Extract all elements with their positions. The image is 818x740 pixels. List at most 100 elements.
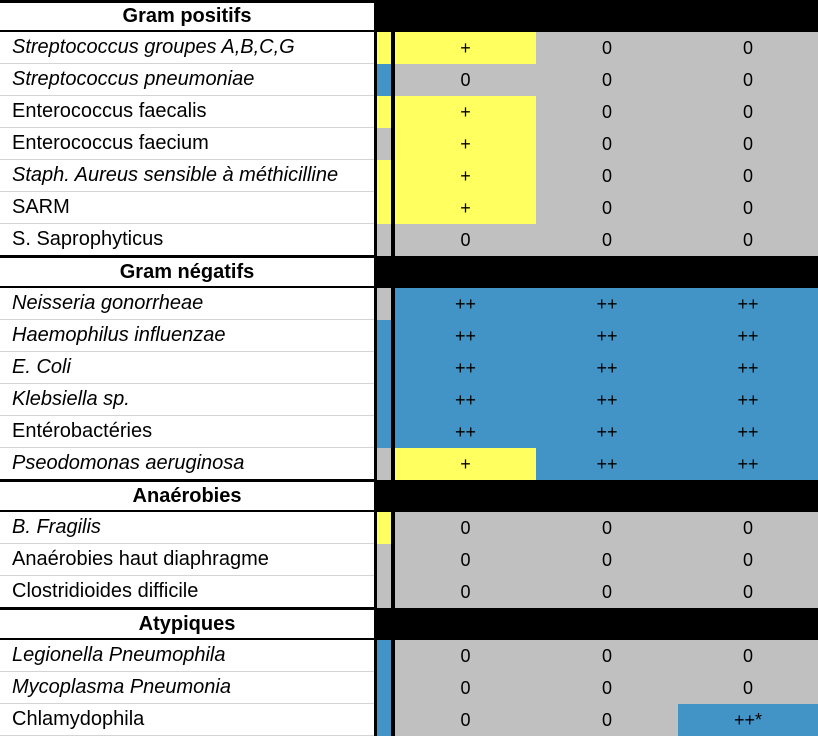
organism-label: Anaérobies haut diaphragme: [0, 544, 374, 576]
column-divider: [391, 128, 395, 160]
section-title: Gram positifs: [0, 0, 374, 32]
activity-cell: 0: [678, 32, 818, 64]
indicator-strip: [377, 160, 391, 192]
section-title: Anaérobies: [0, 480, 374, 512]
indicator-strip: [377, 640, 391, 672]
column-divider: [391, 32, 395, 64]
activity-cell: 0: [536, 512, 678, 544]
activity-cell: 0: [536, 192, 678, 224]
table-row: Chlamydophila 0 0 ++*: [0, 704, 818, 736]
section-border-bottom: [0, 286, 374, 289]
indicator-strip: [377, 32, 391, 64]
table-row: Anaérobies haut diaphragme 0 0 0: [0, 544, 818, 576]
column-divider: [391, 448, 395, 480]
organism-label: S. Saprophyticus: [0, 224, 374, 256]
column-divider: [391, 160, 395, 192]
column-divider: [374, 160, 377, 192]
indicator-strip: [377, 512, 391, 544]
section-border-top: [0, 0, 374, 3]
column-divider: [374, 224, 377, 256]
activity-cell: ++: [536, 384, 678, 416]
activity-cell: 0: [678, 640, 818, 672]
column-divider: [374, 480, 377, 512]
organism-label: B. Fragilis: [0, 512, 374, 544]
activity-cell: +: [395, 192, 536, 224]
organism-label: Clostridioides difficile: [0, 576, 374, 608]
indicator-strip: [377, 352, 391, 384]
indicator-strip: [377, 288, 391, 320]
organism-label: Entérobactéries: [0, 416, 374, 448]
table-row: Enterococcus faecium +0 0: [0, 128, 818, 160]
activity-cell: ++: [395, 288, 536, 320]
activity-cell: +: [395, 448, 536, 480]
section-header-row: Atypiques: [0, 608, 818, 640]
organism-label: Pseodomonas aeruginosa: [0, 448, 374, 480]
table-row: Clostridioides difficile 0 0 0: [0, 576, 818, 608]
activity-cell: 0: [536, 640, 678, 672]
organism-label: E. Coli: [0, 352, 374, 384]
activity-cell: 0: [536, 32, 678, 64]
column-divider: [374, 256, 377, 288]
activity-cell: 0: [678, 192, 818, 224]
section-header-bar: [377, 480, 818, 512]
activity-cell: +: [395, 96, 536, 128]
column-divider: [391, 64, 395, 96]
activity-cell: 0: [395, 544, 536, 576]
indicator-strip: [377, 704, 391, 736]
activity-cell: ++*: [678, 704, 818, 736]
column-divider: [374, 672, 377, 704]
column-divider: [374, 0, 377, 32]
indicator-strip: [377, 576, 391, 608]
table-row: Klebsiella sp. ++ ++ ++: [0, 384, 818, 416]
indicator-strip: [377, 192, 391, 224]
column-divider: [374, 288, 377, 320]
activity-cell: 0: [678, 224, 818, 256]
activity-cell: 0: [395, 512, 536, 544]
table-row: Streptococcus groupes A,B,C,G +0 0: [0, 32, 818, 64]
table-row: Staph. Aureus sensible à méthicilline +0 0: [0, 160, 818, 192]
column-divider: [391, 288, 395, 320]
activity-cell: ++: [678, 320, 818, 352]
column-divider: [391, 384, 395, 416]
activity-cell: 0: [536, 224, 678, 256]
column-divider: [374, 704, 377, 736]
activity-cell: ++: [395, 352, 536, 384]
activity-cell: 0: [678, 672, 818, 704]
activity-cell: 0: [678, 96, 818, 128]
column-divider: [374, 64, 377, 96]
column-divider: [374, 512, 377, 544]
activity-cell: 0: [536, 672, 678, 704]
activity-cell: 0: [395, 576, 536, 608]
section-header-row: Anaérobies: [0, 480, 818, 512]
section-header-bar: [377, 256, 818, 288]
organism-label: Haemophilus influenzae: [0, 320, 374, 352]
activity-cell: 0: [536, 544, 678, 576]
activity-cell: ++: [678, 448, 818, 480]
organism-label: Klebsiella sp.: [0, 384, 374, 416]
organism-label: Enterococcus faecalis: [0, 96, 374, 128]
indicator-strip: [377, 544, 391, 576]
activity-cell: ++: [536, 352, 678, 384]
organism-label: Enterococcus faecium: [0, 128, 374, 160]
column-divider: [374, 96, 377, 128]
section-header-row: Gram négatifs: [0, 256, 818, 288]
column-divider: [391, 320, 395, 352]
table-row: Streptococcus pneumoniae 0 0 0: [0, 64, 818, 96]
table-row: Haemophilus influenzae ++ ++ ++: [0, 320, 818, 352]
section-border-top: [0, 255, 374, 258]
column-divider: [391, 96, 395, 128]
activity-cell: ++: [536, 320, 678, 352]
column-divider: [374, 192, 377, 224]
indicator-strip: [377, 384, 391, 416]
column-divider: [391, 704, 395, 736]
activity-cell: +: [395, 32, 536, 64]
activity-cell: 0: [678, 512, 818, 544]
organism-label: Streptococcus pneumoniae: [0, 64, 374, 96]
column-divider: [374, 416, 377, 448]
column-divider: [374, 128, 377, 160]
activity-cell: 0: [536, 160, 678, 192]
indicator-strip: [377, 448, 391, 480]
organism-label: Legionella Pneumophila: [0, 640, 374, 672]
activity-cell: 0: [395, 640, 536, 672]
